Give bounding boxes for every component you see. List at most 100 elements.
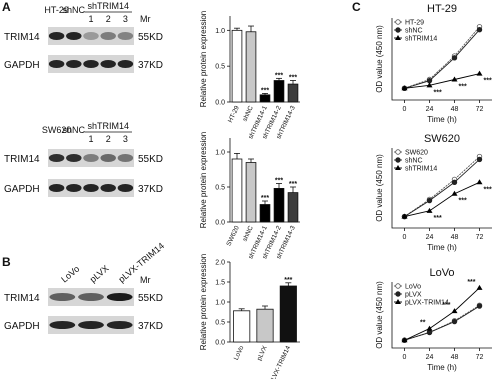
marker (395, 165, 401, 170)
legend-label: pLVX (405, 292, 422, 299)
lane-label: 3 (123, 14, 128, 24)
panel-letter: A (2, 0, 11, 14)
blot-band (83, 60, 99, 68)
y-tick-label: 0.5 (215, 185, 225, 192)
x-tick-label: 0 (403, 106, 407, 113)
axis (391, 148, 492, 229)
axis (391, 282, 492, 349)
lane-label: 3 (123, 134, 128, 144)
significance: *** (459, 198, 467, 205)
blot-band (117, 60, 134, 68)
lane-label: LoVo (59, 264, 81, 285)
chart-title: SW620 (424, 133, 460, 145)
bar (279, 285, 297, 343)
marker (395, 291, 401, 297)
line (404, 73, 480, 89)
marker (395, 19, 401, 25)
marker (395, 283, 401, 289)
blot-strip (48, 149, 134, 167)
y-tick-label: 1.5 (215, 280, 225, 287)
lane-label: shNC (63, 5, 86, 15)
x-tick-label: 48 (451, 354, 459, 361)
mr-header: Mr (140, 14, 151, 24)
chart-title: HT-29 (427, 3, 457, 15)
mr-header: Mr (140, 275, 151, 285)
marker (395, 35, 401, 40)
blot-band (83, 32, 99, 40)
y-tick-label: 0.5 (215, 320, 225, 327)
blot-band (117, 184, 134, 192)
y-axis-label: OD value (450 nm) (375, 25, 384, 93)
blot-band (48, 154, 65, 162)
legend-label: HT-29 (405, 20, 424, 27)
y-axis-label: Relative protein expression (199, 254, 208, 351)
row-label: TRIM14 (4, 293, 40, 304)
bar (259, 94, 271, 103)
line (404, 26, 480, 89)
legend-label: LoVo (405, 284, 421, 291)
lane-label: 2 (106, 134, 111, 144)
blot-band (117, 154, 134, 162)
blot-band (100, 184, 116, 192)
legend-label: shTRIM14 (405, 36, 437, 43)
bar (287, 192, 299, 223)
x-tick-label: 72 (476, 234, 484, 241)
chart-title: LoVo (429, 267, 454, 279)
line (404, 159, 480, 217)
panel-letter: C (352, 0, 361, 14)
bar (273, 187, 285, 223)
bar (231, 29, 243, 103)
blot-band (48, 32, 65, 40)
x-tick-label: LoVo (233, 345, 246, 362)
group-label: shTRIM14 (87, 1, 129, 11)
legend-label: pLVX-TRIM14 (405, 300, 449, 307)
significance: *** (442, 302, 450, 309)
x-tick-label: 48 (451, 234, 459, 241)
row-label: TRIM14 (4, 32, 40, 43)
group-label: shTRIM14 (87, 121, 129, 131)
marker (426, 77, 433, 84)
mr-label: 37KD (138, 60, 163, 71)
axis (391, 18, 492, 101)
row-label: TRIM14 (4, 154, 40, 165)
x-tick-label: shNC (242, 105, 255, 123)
bar (256, 308, 274, 343)
line (404, 29, 480, 89)
significance: *** (434, 215, 442, 222)
marker (395, 27, 401, 33)
x-axis-label: Time (h) (427, 115, 457, 124)
x-tick-label: HT-29 (227, 105, 241, 124)
marker (451, 76, 458, 82)
bar (273, 80, 285, 103)
blot-band (49, 321, 76, 329)
lane-label: shNC (63, 125, 86, 135)
significance: *** (261, 87, 269, 94)
y-axis-label: Relative protein expression (199, 11, 208, 108)
x-axis-label: Time (h) (427, 363, 457, 372)
significance: *** (289, 75, 297, 82)
mr-label: 55KD (138, 293, 163, 304)
marker (395, 299, 401, 304)
y-tick-label: 0.0 (215, 100, 225, 107)
blot-band (100, 60, 116, 68)
significance: *** (284, 277, 292, 284)
line (404, 305, 480, 341)
legend-label: shNC (405, 28, 423, 35)
lane-label: SW620 (42, 125, 72, 135)
significance: *** (467, 279, 475, 286)
marker (395, 149, 401, 155)
marker (426, 207, 433, 213)
legend-label: shNC (405, 158, 423, 165)
marker (401, 213, 408, 219)
x-tick-label: SW620 (225, 225, 241, 248)
blot-band (106, 321, 133, 329)
y-tick-label: 1.0 (215, 150, 225, 157)
x-tick-label: 48 (451, 106, 459, 113)
marker (451, 190, 458, 196)
lane-label: 1 (88, 14, 93, 24)
blot-band (83, 184, 99, 192)
blot-band (66, 154, 82, 162)
significance: *** (275, 72, 283, 79)
blot-band (49, 293, 76, 301)
marker (426, 197, 433, 204)
